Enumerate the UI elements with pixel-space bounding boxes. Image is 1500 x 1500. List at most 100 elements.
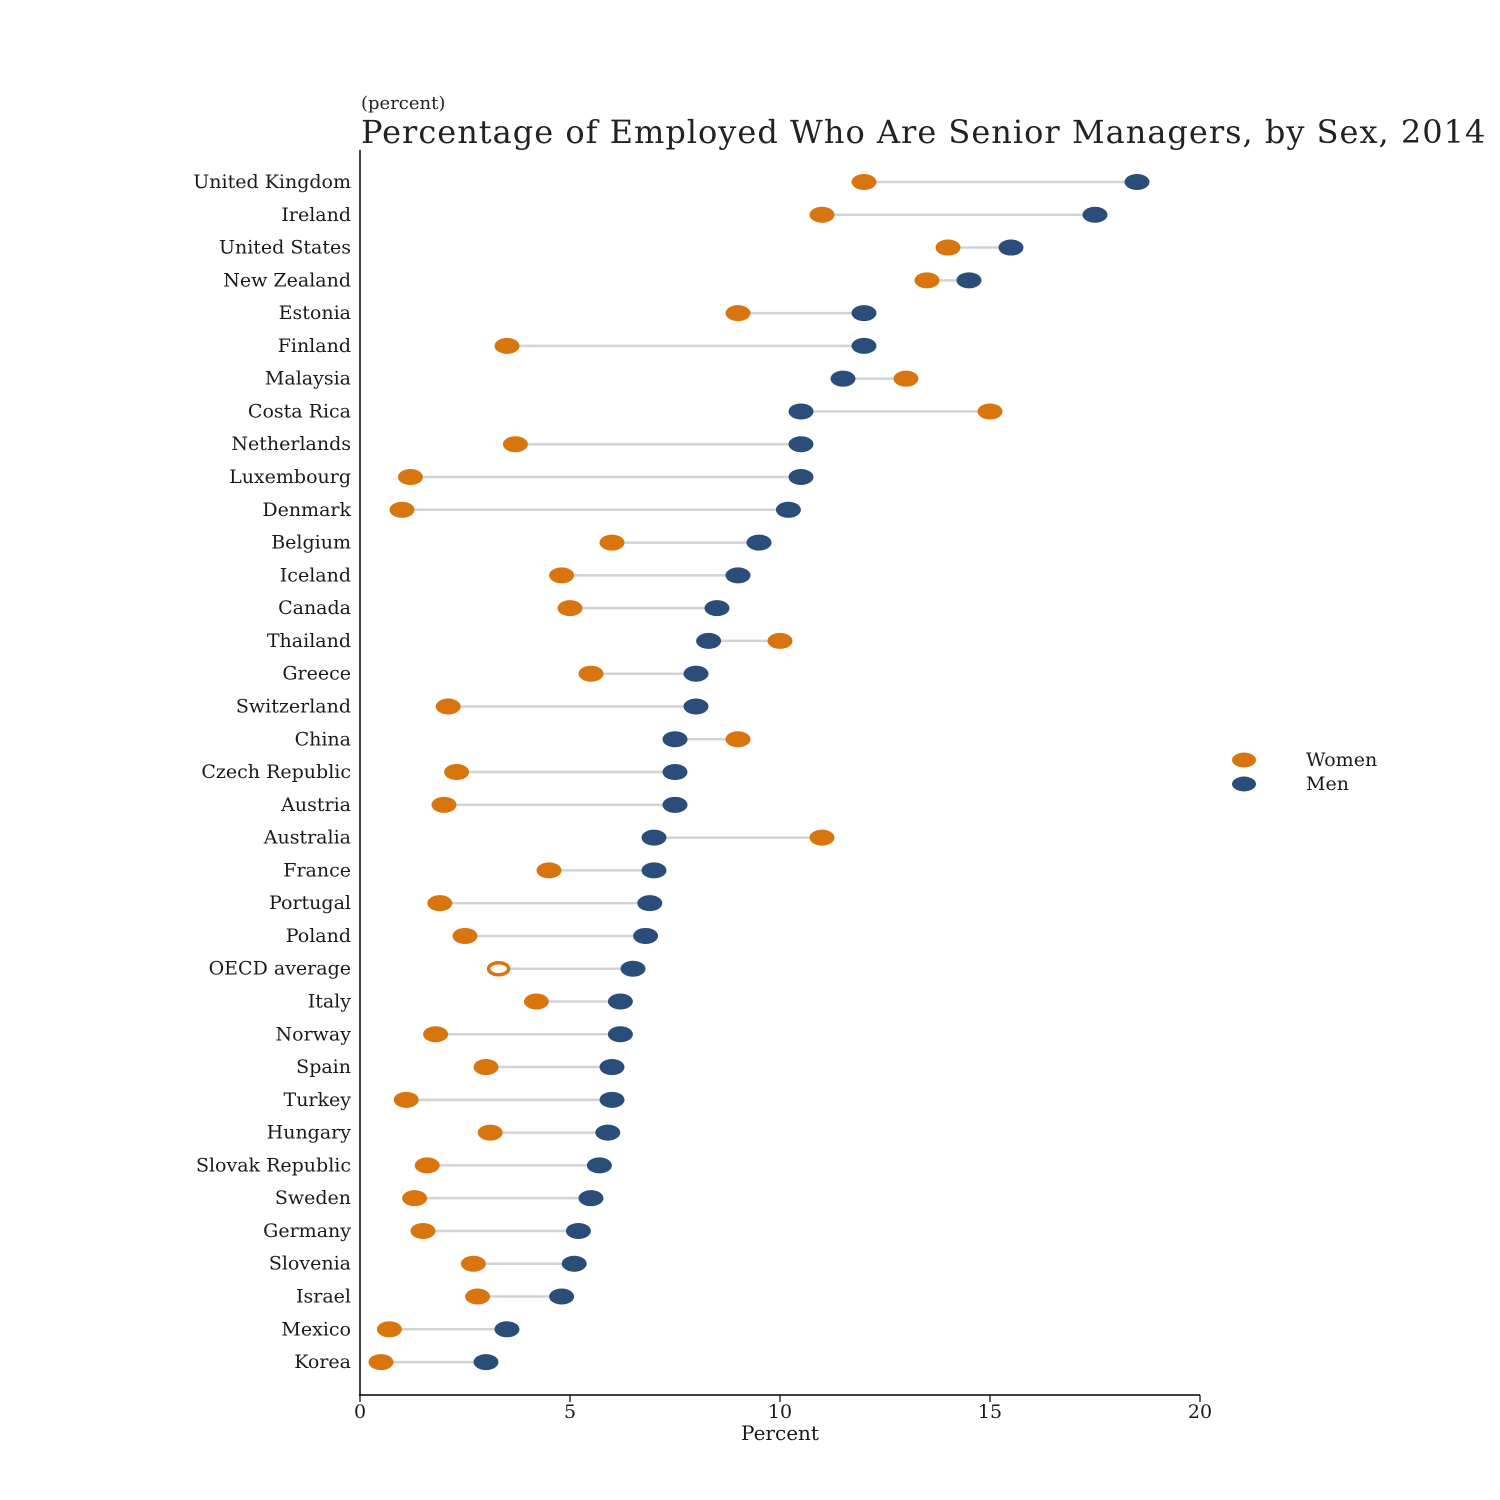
category-label: United States — [219, 237, 351, 259]
category-label: Korea — [294, 1351, 351, 1373]
women-point — [452, 927, 478, 944]
row-oecd-average: OECD average — [209, 958, 646, 980]
category-label: Sweden — [275, 1187, 351, 1209]
x-tick-label: 15 — [978, 1401, 1002, 1423]
row-italy: Italy — [308, 991, 633, 1013]
row-netherlands: Netherlands — [231, 433, 814, 455]
row-estonia: Estonia — [279, 302, 877, 324]
row-mexico: Mexico — [281, 1318, 520, 1340]
row-united-states: United States — [219, 237, 1024, 259]
plot-area: United Kingdom Ireland United States New Ze… — [193, 171, 1150, 1373]
men-point — [788, 469, 814, 486]
row-poland: Poland — [286, 925, 659, 947]
men-point — [998, 239, 1024, 256]
women-point — [473, 1059, 499, 1076]
men-point — [704, 600, 730, 617]
men-point — [1124, 174, 1150, 190]
men-point — [788, 436, 814, 453]
women-point — [460, 1255, 486, 1272]
row-china: China — [295, 728, 751, 750]
men-point — [641, 829, 667, 846]
row-united-kingdom: United Kingdom — [193, 171, 1150, 193]
category-label: Netherlands — [231, 433, 351, 455]
row-thailand: Thailand — [267, 630, 793, 652]
category-label: Norway — [276, 1023, 352, 1045]
women-point — [809, 206, 835, 223]
women-point — [393, 1091, 419, 1108]
men-point — [599, 1091, 625, 1108]
category-label: New Zealand — [223, 269, 351, 291]
category-label: United Kingdom — [193, 171, 351, 193]
row-sweden: Sweden — [275, 1187, 604, 1209]
women-point — [431, 796, 457, 813]
women-point — [410, 1222, 436, 1239]
row-turkey: Turkey — [284, 1089, 625, 1111]
chart-subtitle: (percent) — [361, 93, 445, 114]
row-belgium: Belgium — [271, 532, 772, 554]
women-point — [851, 174, 877, 190]
category-label: Turkey — [284, 1089, 352, 1111]
women-point — [809, 829, 835, 846]
women-point — [557, 600, 583, 617]
women-point — [427, 895, 453, 912]
women-point — [599, 534, 625, 551]
men-point — [620, 960, 646, 977]
men-point — [565, 1222, 591, 1239]
men-point — [549, 1288, 575, 1305]
men-point — [607, 1026, 633, 1043]
category-label: Ireland — [281, 204, 351, 226]
x-tick-label: 5 — [564, 1401, 576, 1423]
row-germany: Germany — [263, 1220, 591, 1242]
category-label: Switzerland — [236, 695, 351, 717]
women-point — [444, 764, 470, 781]
women-point — [477, 1124, 503, 1141]
row-spain: Spain — [296, 1056, 625, 1078]
category-label: Germany — [263, 1220, 351, 1242]
category-label: Finland — [278, 335, 351, 357]
row-hungary: Hungary — [267, 1122, 621, 1144]
women-point — [486, 960, 511, 977]
category-label: Poland — [286, 925, 351, 947]
category-label: Canada — [278, 597, 351, 619]
row-czech-republic: Czech Republic — [201, 761, 688, 783]
row-switzerland: Switzerland — [236, 695, 709, 717]
women-point — [914, 272, 940, 289]
row-norway: Norway — [276, 1023, 633, 1045]
men-point — [851, 337, 877, 354]
men-point — [696, 632, 722, 649]
men-point — [637, 895, 663, 912]
women-point — [725, 305, 751, 322]
men-point — [607, 993, 633, 1010]
category-label: Estonia — [279, 302, 351, 324]
men-point — [788, 403, 814, 420]
category-label: France — [283, 859, 351, 881]
x-tick-label: 10 — [768, 1401, 792, 1423]
row-denmark: Denmark — [262, 499, 801, 521]
men-point — [599, 1059, 625, 1076]
row-finland: Finland — [278, 335, 877, 357]
category-label: Czech Republic — [201, 761, 351, 783]
row-israel: Israel — [296, 1286, 575, 1308]
row-france: France — [283, 859, 667, 881]
row-korea: Korea — [294, 1351, 499, 1373]
women-point — [494, 337, 520, 354]
women-point — [423, 1026, 449, 1043]
category-label: Australia — [263, 827, 351, 849]
row-canada: Canada — [278, 597, 730, 619]
men-point — [683, 665, 709, 682]
women-point — [389, 501, 415, 518]
men-point — [830, 370, 856, 387]
women-point — [502, 436, 528, 453]
category-label: Mexico — [281, 1318, 351, 1340]
row-austria: Austria — [280, 794, 688, 816]
women-point — [376, 1321, 402, 1338]
men-point — [561, 1255, 587, 1272]
x-tick-label: 20 — [1188, 1401, 1212, 1423]
women-point — [725, 731, 751, 748]
women-point — [977, 403, 1003, 420]
category-label: Slovak Republic — [196, 1154, 351, 1176]
men-point — [494, 1321, 520, 1338]
women-point — [402, 1190, 428, 1207]
row-new-zealand: New Zealand — [223, 269, 982, 291]
